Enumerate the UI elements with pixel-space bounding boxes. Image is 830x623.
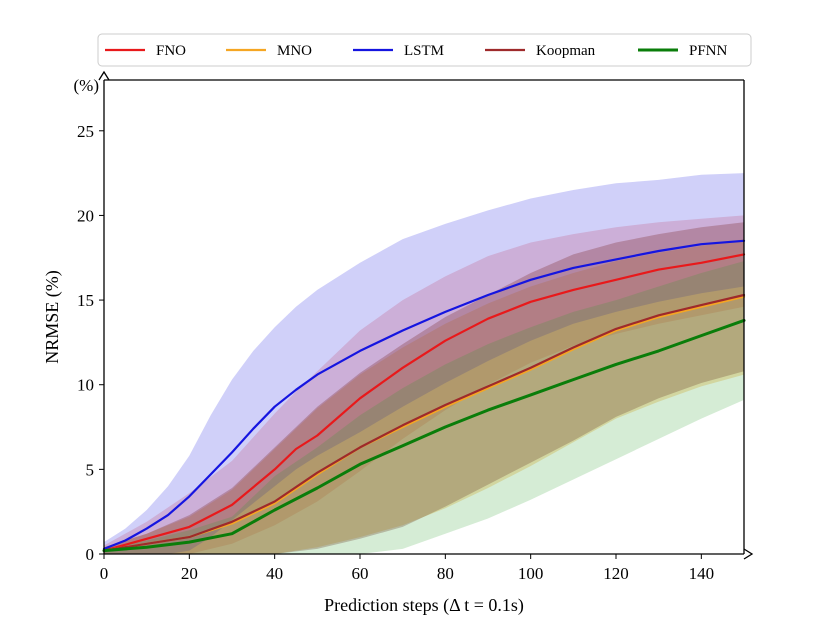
- x-tick-label: 80: [437, 564, 454, 583]
- x-axis-arrow: [743, 548, 754, 560]
- y-axis-arrow: [98, 70, 110, 81]
- legend-frame: [97, 33, 752, 67]
- series-lines: [102, 239, 746, 553]
- x-tick-label: 20: [181, 564, 198, 583]
- line-koopman: [102, 293, 746, 552]
- y-tick-label: 5: [86, 460, 95, 479]
- band-mno: [104, 239, 744, 554]
- y-tick-label: 25: [77, 122, 94, 141]
- y-axis-title: NRMSE (%): [42, 270, 63, 364]
- x-tick-label: 140: [689, 564, 715, 583]
- x-tick-label: 40: [266, 564, 283, 583]
- legend: FNO MNO LSTM Koopman PFNN: [97, 33, 752, 67]
- x-tick-label: 0: [100, 564, 109, 583]
- band-pfnn: [104, 261, 744, 554]
- legend-label-mno: MNO: [277, 43, 312, 59]
- band-lstm: [104, 173, 744, 554]
- y-tick-label: 20: [77, 206, 94, 225]
- line-pfnn: [102, 318, 746, 553]
- line-lstm: [102, 239, 746, 551]
- legend-label-lstm: LSTM: [404, 43, 444, 59]
- axes: 0 20 40 60 80 100 120 140 0 5 10 15 20 25: [77, 70, 754, 583]
- legend-label-pfnn: PFNN: [689, 43, 728, 59]
- confidence-bands: [104, 173, 744, 554]
- legend-label-fno: FNO: [156, 43, 186, 59]
- legend-label-koopman: Koopman: [536, 43, 596, 59]
- y-tick-label: 10: [77, 376, 94, 395]
- y-axis-unit-label: (%): [74, 76, 99, 95]
- line-fno: [102, 253, 746, 552]
- x-tick-label: 100: [518, 564, 544, 583]
- x-axis-title: Prediction steps (Δ t = 0.1s): [324, 595, 524, 616]
- x-tick-label: 120: [603, 564, 629, 583]
- y-tick-label: 15: [77, 291, 94, 310]
- band-koopman: [104, 222, 744, 554]
- band-fno: [104, 215, 744, 554]
- y-tick-label: 0: [86, 545, 95, 564]
- x-tick-label: 60: [352, 564, 369, 583]
